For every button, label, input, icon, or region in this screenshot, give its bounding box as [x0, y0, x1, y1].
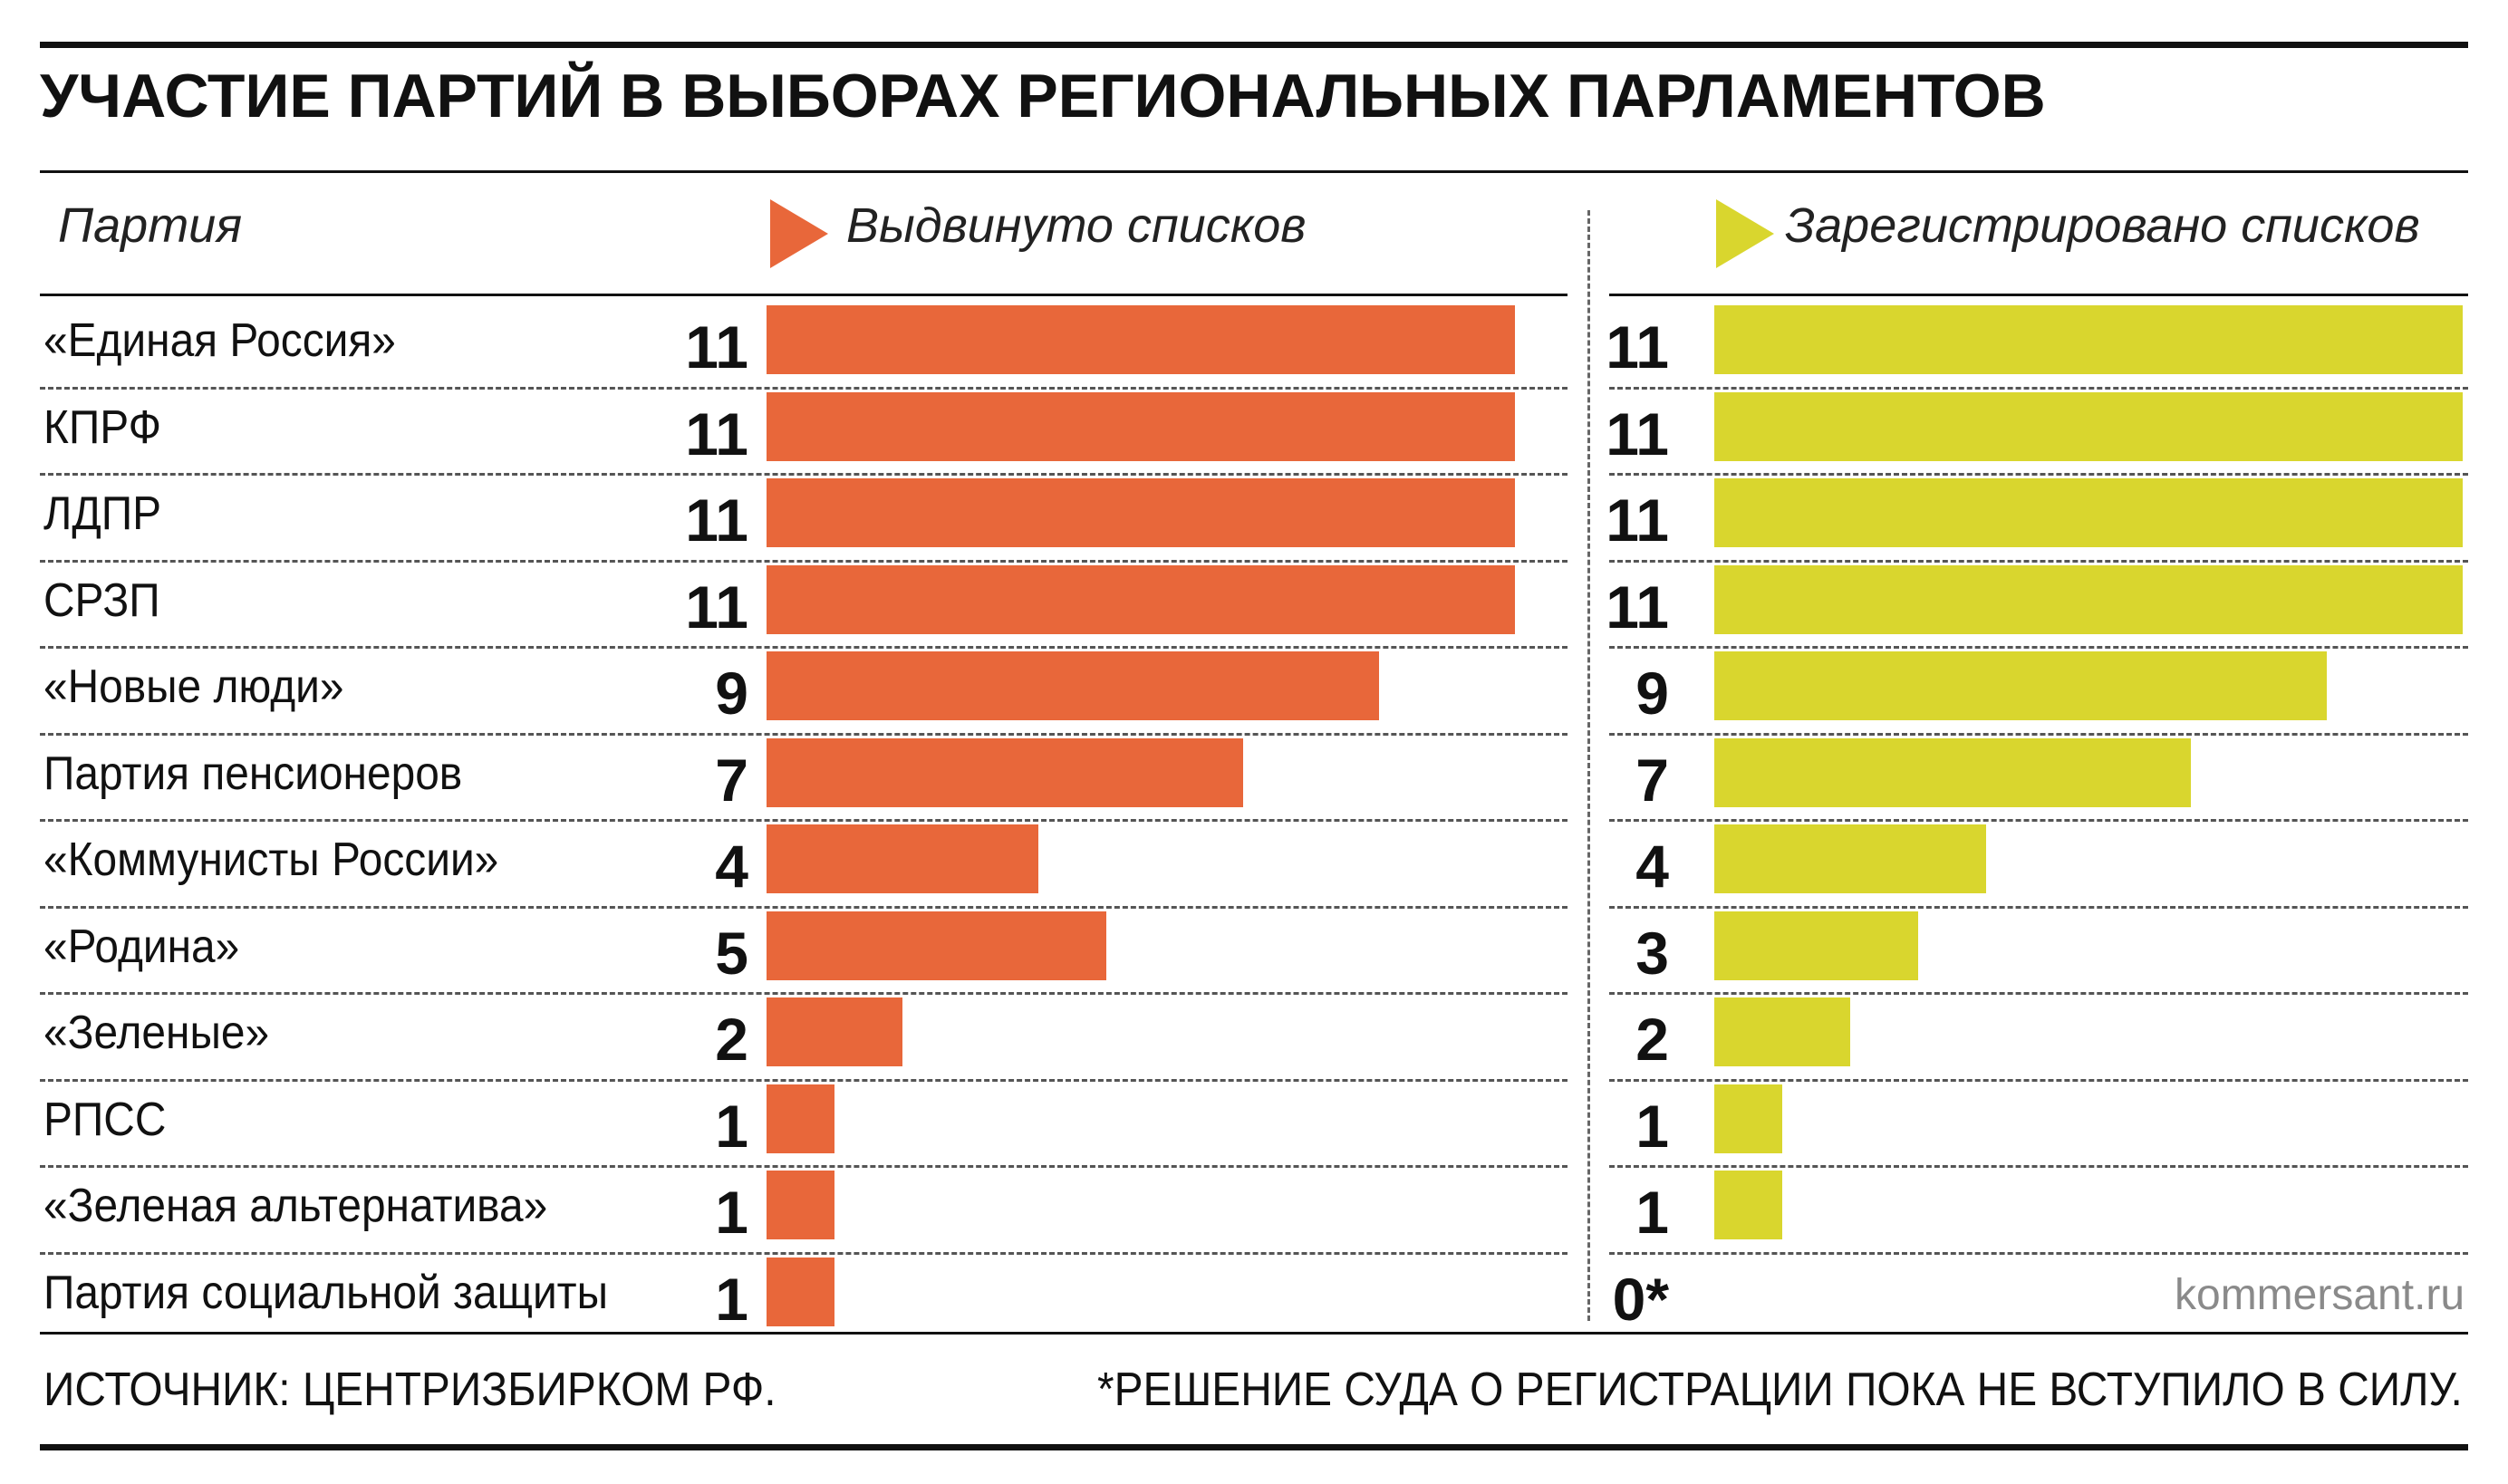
registered-bar: [1714, 997, 1850, 1066]
registered-value-label: 9: [1635, 660, 1669, 727]
row-separator: [1609, 473, 2468, 476]
row-separator: [1609, 386, 2468, 390]
nominated-bar: [767, 824, 1038, 893]
row-separator: [1609, 819, 2468, 822]
nominated-bar: [767, 564, 1515, 634]
registered-legend-triangle-icon: [1716, 199, 1774, 268]
row-separator: [1609, 992, 2468, 995]
registered-bar: [1714, 911, 1918, 980]
row-separator: [40, 1078, 1568, 1082]
row-separator: [40, 473, 1568, 476]
row-separator: [40, 559, 1568, 563]
header-rule-left: [40, 294, 1568, 296]
footer-rule: [40, 1444, 2468, 1450]
nominated-legend-triangle-icon: [770, 199, 828, 268]
nominated-value-label: 5: [715, 919, 748, 987]
nominated-value-label: 2: [715, 1006, 748, 1073]
row-separator: [40, 732, 1568, 736]
party-label: «Зеленые»: [43, 1007, 270, 1059]
header-rule-right: [1609, 294, 2468, 296]
registered-value-label: 4: [1635, 833, 1669, 900]
registered-bar: [1714, 564, 2463, 634]
registered-value-label: 1: [1635, 1092, 1669, 1160]
nominated-value-label: 4: [715, 833, 748, 900]
registered-value-label: 7: [1635, 746, 1669, 814]
row-separator: [40, 992, 1568, 995]
nominated-value-label: 7: [715, 746, 748, 814]
row-separator: [40, 1165, 1568, 1168]
nominated-bar: [767, 651, 1379, 720]
title-rule: [40, 170, 2468, 173]
nominated-value-label: 11: [685, 487, 748, 554]
source-note: ИСТОЧНИК: ЦЕНТРИЗБИРКОМ РФ.: [43, 1364, 777, 1416]
nominated-value-label: 9: [715, 660, 748, 727]
credit-text: kommersant.ru: [2175, 1271, 2465, 1319]
registered-bar: [1714, 1084, 1782, 1153]
party-label: «Новые люди»: [43, 660, 344, 713]
registered-legend-label: Зарегистрировано списков: [1785, 198, 2420, 253]
party-label: СРЗП: [43, 573, 160, 627]
row-separator: [1609, 1165, 2468, 1168]
nominated-value-label: 11: [685, 573, 748, 641]
registered-bar: [1714, 737, 2191, 807]
party-label: «Родина»: [43, 920, 240, 973]
registered-bar: [1714, 651, 2327, 720]
nominated-bar: [767, 305, 1515, 374]
party-label: «Коммунисты России»: [43, 834, 499, 886]
row-separator: [1609, 1078, 2468, 1082]
nominated-legend-label: Выдвинуто списков: [846, 198, 1307, 253]
nominated-bar: [767, 1171, 834, 1239]
nominated-value-label: 1: [715, 1265, 748, 1333]
row-separator: [1609, 559, 2468, 563]
registered-bar: [1714, 478, 2463, 547]
party-label: «Единая Россия»: [43, 314, 396, 367]
registered-value-label: 11: [1606, 313, 1669, 381]
nominated-bar: [767, 478, 1515, 547]
nominated-bar: [767, 391, 1515, 461]
chart-title: УЧАСТИЕ ПАРТИЙ В ВЫБОРАХ РЕГИОНАЛЬНЫХ ПА…: [40, 62, 2046, 130]
row-separator: [1609, 646, 2468, 649]
registered-value-label: 1: [1635, 1179, 1669, 1246]
row-separator: [40, 905, 1568, 909]
nominated-value-label: 1: [715, 1092, 748, 1160]
row-separator: [40, 1251, 1568, 1255]
nominated-value-label: 11: [685, 400, 748, 467]
row-separator: [1609, 1251, 2468, 1255]
nominated-bar: [767, 1084, 834, 1153]
footnote: *РЕШЕНИЕ СУДА О РЕГИСТРАЦИИ ПОКА НЕ ВСТУ…: [1097, 1364, 2463, 1416]
bottom-rule: [40, 1332, 2468, 1335]
party-label: Партия пенсионеров: [43, 747, 463, 800]
party-label: Партия социальной защиты: [43, 1266, 608, 1319]
registered-value-label: 11: [1606, 487, 1669, 554]
party-label: «Зеленая альтернатива»: [43, 1180, 548, 1232]
row-separator: [1609, 905, 2468, 909]
nominated-bar: [767, 911, 1106, 980]
nominated-bar: [767, 997, 902, 1066]
row-separator: [1609, 732, 2468, 736]
registered-value-label: 11: [1606, 400, 1669, 467]
row-separator: [40, 819, 1568, 822]
party-label: ЛДПР: [43, 487, 162, 540]
column-divider: [1587, 210, 1590, 1321]
registered-value-label: 3: [1635, 919, 1669, 987]
nominated-bar: [767, 1257, 834, 1326]
registered-bar: [1714, 824, 1986, 893]
top-rule: [40, 42, 2468, 48]
registered-bar: [1714, 391, 2463, 461]
registered-value-label: 2: [1635, 1006, 1669, 1073]
nominated-bar: [767, 737, 1243, 807]
registered-bar: [1714, 1171, 1782, 1239]
row-separator: [40, 646, 1568, 649]
registered-value-label: 0*: [1612, 1265, 1669, 1333]
registered-bar: [1714, 305, 2463, 374]
nominated-value-label: 11: [685, 313, 748, 381]
nominated-value-label: 1: [715, 1179, 748, 1246]
party-label: РПСС: [43, 1093, 167, 1146]
row-separator: [40, 386, 1568, 390]
party-column-header: Партия: [58, 198, 243, 253]
party-label: КПРФ: [43, 400, 162, 454]
registered-value-label: 11: [1606, 573, 1669, 641]
